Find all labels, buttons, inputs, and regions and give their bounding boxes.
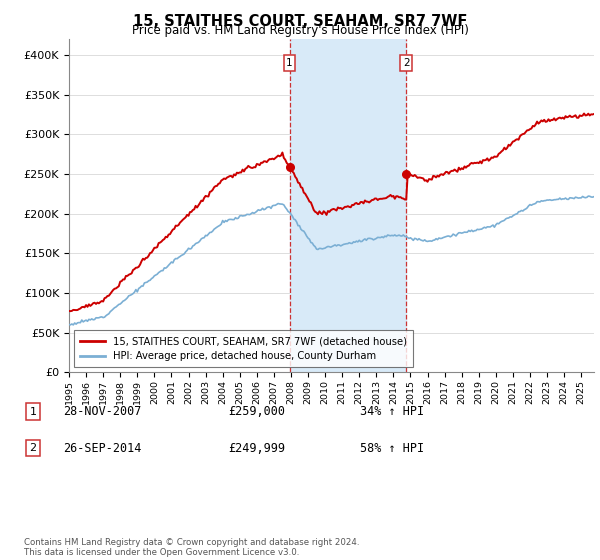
Text: Contains HM Land Registry data © Crown copyright and database right 2024.
This d: Contains HM Land Registry data © Crown c…: [24, 538, 359, 557]
Text: Price paid vs. HM Land Registry's House Price Index (HPI): Price paid vs. HM Land Registry's House …: [131, 24, 469, 37]
Text: 15, STAITHES COURT, SEAHAM, SR7 7WF: 15, STAITHES COURT, SEAHAM, SR7 7WF: [133, 14, 467, 29]
Text: 58% ↑ HPI: 58% ↑ HPI: [360, 441, 424, 455]
Text: 28-NOV-2007: 28-NOV-2007: [63, 405, 142, 418]
Text: 2: 2: [29, 443, 37, 453]
Bar: [290, 39, 406, 372]
Text: 1: 1: [286, 58, 293, 68]
Text: 34% ↑ HPI: 34% ↑ HPI: [360, 405, 424, 418]
Text: 2: 2: [403, 58, 410, 68]
Text: 26-SEP-2014: 26-SEP-2014: [63, 441, 142, 455]
Text: £249,999: £249,999: [228, 441, 285, 455]
Text: 1: 1: [29, 407, 37, 417]
Text: £259,000: £259,000: [228, 405, 285, 418]
Legend: 15, STAITHES COURT, SEAHAM, SR7 7WF (detached house), HPI: Average price, detach: 15, STAITHES COURT, SEAHAM, SR7 7WF (det…: [74, 330, 413, 367]
